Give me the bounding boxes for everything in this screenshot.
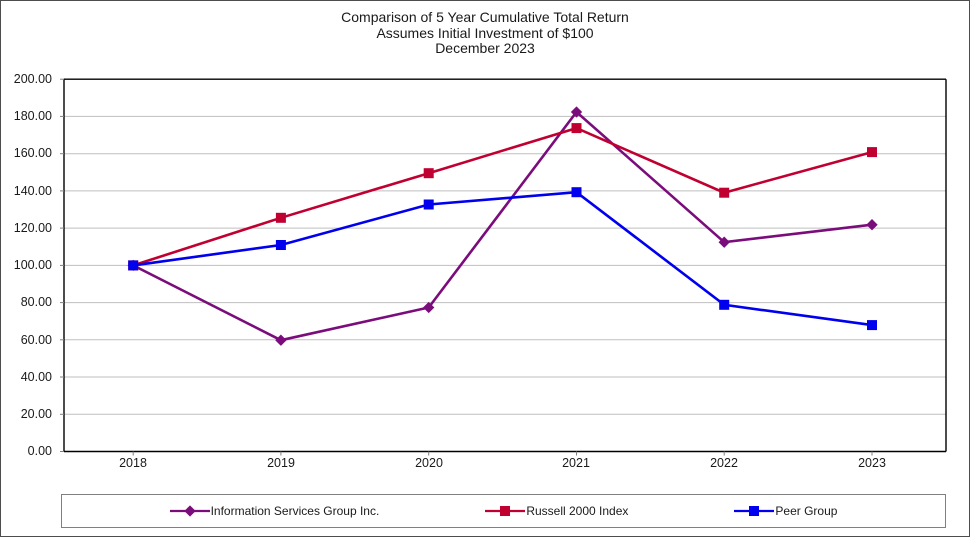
svg-text:60.00: 60.00 xyxy=(21,333,52,347)
svg-text:80.00: 80.00 xyxy=(21,295,52,309)
svg-text:20.00: 20.00 xyxy=(21,407,52,421)
svg-text:100.00: 100.00 xyxy=(14,258,52,272)
svg-text:0.00: 0.00 xyxy=(28,444,52,458)
svg-text:2022: 2022 xyxy=(710,456,738,470)
svg-text:180.00: 180.00 xyxy=(14,109,52,123)
svg-text:2019: 2019 xyxy=(267,456,295,470)
svg-text:200.00: 200.00 xyxy=(14,72,52,86)
svg-text:2020: 2020 xyxy=(415,456,443,470)
svg-text:2023: 2023 xyxy=(858,456,886,470)
svg-text:140.00: 140.00 xyxy=(14,184,52,198)
svg-text:160.00: 160.00 xyxy=(14,146,52,160)
svg-text:2021: 2021 xyxy=(562,456,590,470)
svg-text:40.00: 40.00 xyxy=(21,370,52,384)
svg-text:120.00: 120.00 xyxy=(14,221,52,235)
svg-text:2018: 2018 xyxy=(119,456,147,470)
